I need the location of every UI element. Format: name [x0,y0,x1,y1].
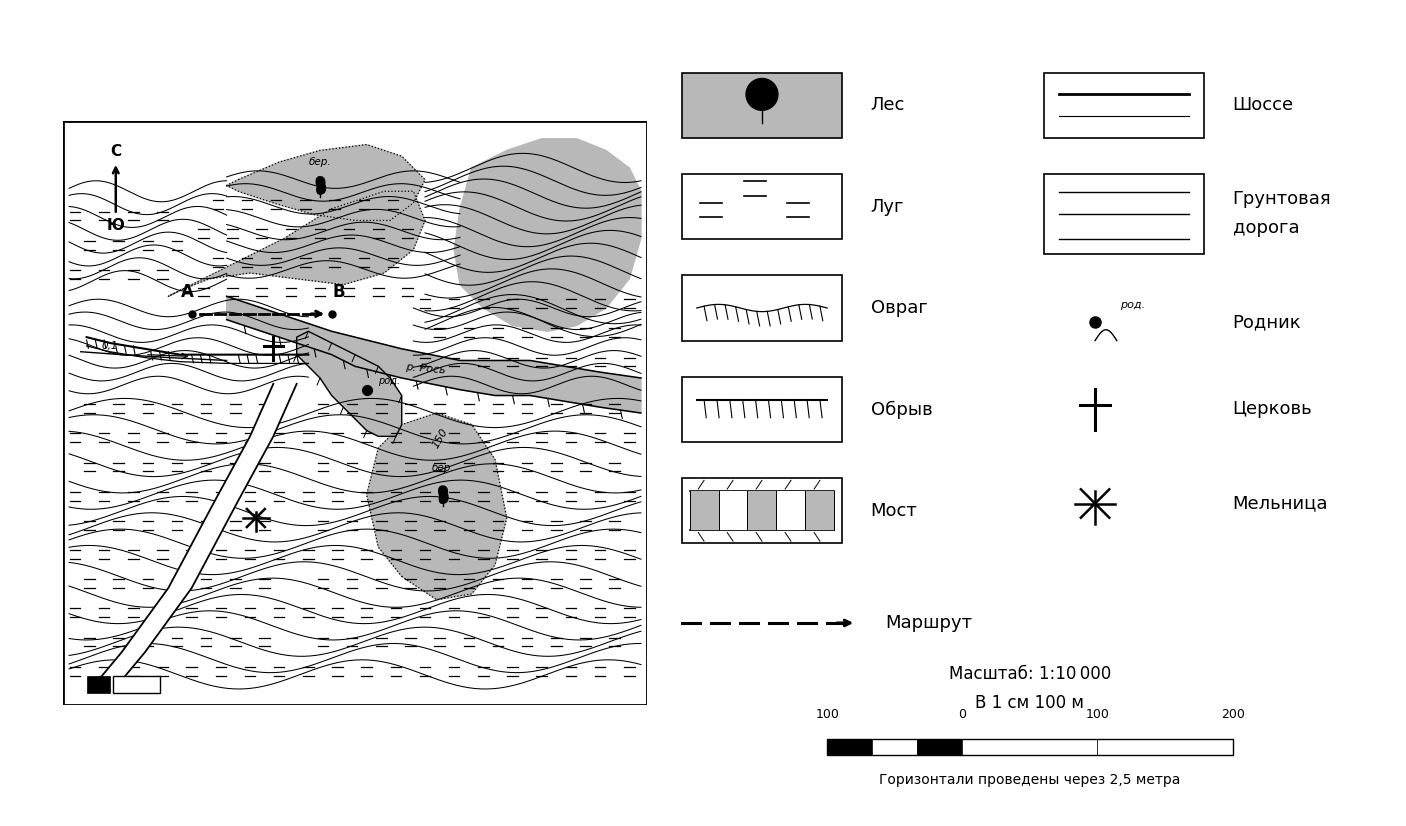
Text: В: В [332,283,344,301]
Text: 0: 0 [959,708,966,721]
Text: 0,1: 0,1 [101,341,118,351]
Text: Мельница: Мельница [1233,495,1329,512]
Polygon shape [169,192,425,297]
Bar [689,491,718,530]
Bar [682,275,842,340]
Text: Масштаб: 1:10 000: Масштаб: 1:10 000 [949,665,1111,682]
Text: Церковь: Церковь [1233,401,1312,419]
Text: Горизонтали проведены через 2,5 метра: Горизонтали проведены через 2,5 метра [879,773,1181,787]
Text: 100: 100 [815,708,839,721]
Polygon shape [454,139,641,331]
Text: 100: 100 [1085,708,1109,721]
Text: Грунтовая: Грунтовая [1233,191,1331,208]
Circle shape [747,78,778,111]
Bar [827,738,872,755]
Text: Маршрут: Маршрут [886,614,972,632]
Text: Шоссе: Шоссе [1233,97,1294,114]
Text: дорога: дорога [1233,220,1299,237]
Bar [682,478,842,544]
Polygon shape [297,331,402,436]
Text: Овраг: Овраг [870,299,928,317]
Text: Луг: Луг [870,197,904,216]
Bar [1045,73,1204,138]
Bar [806,491,834,530]
Text: А: А [180,283,194,301]
Bar [776,491,806,530]
Polygon shape [439,486,449,503]
Text: род.: род. [378,376,401,386]
Text: Мост: Мост [870,501,917,520]
Polygon shape [226,297,641,413]
Text: Лес: Лес [870,97,905,114]
Text: С: С [110,145,121,159]
Text: бер.: бер. [309,157,332,167]
Bar [827,738,1233,755]
Bar [1045,174,1204,254]
Text: 200: 200 [1220,708,1244,721]
Text: Ю: Ю [107,217,125,233]
Bar [718,491,748,530]
Text: р. Рось: р. Рось [405,363,446,376]
Polygon shape [93,384,297,687]
Bar [917,738,962,755]
Text: род.: род. [1121,300,1146,310]
Text: бер.: бер. [432,463,454,473]
Text: В 1 см 100 м: В 1 см 100 м [976,694,1084,712]
Bar [682,174,842,240]
Text: 150: 150 [430,426,450,450]
Bar [1098,738,1233,755]
Polygon shape [367,413,506,600]
Bar [872,738,917,755]
Bar [962,738,1098,755]
Bar [682,73,842,138]
Polygon shape [226,145,425,221]
Bar [112,676,159,693]
Text: Родник: Родник [1233,314,1302,331]
Polygon shape [316,177,326,194]
Bar [748,491,776,530]
Bar [682,377,842,442]
Text: Обрыв: Обрыв [870,401,932,419]
Bar [87,676,110,693]
